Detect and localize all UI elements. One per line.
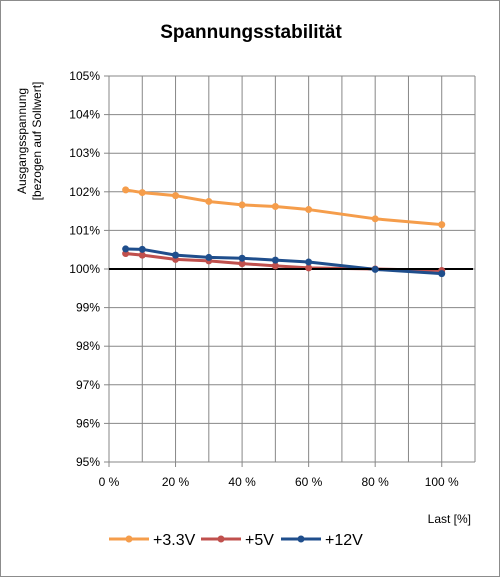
data-point-0 bbox=[238, 201, 246, 209]
data-point-0 bbox=[305, 206, 313, 214]
y-tick-label: 96% bbox=[76, 416, 100, 430]
data-point-2 bbox=[271, 256, 279, 264]
legend-swatch-marker bbox=[217, 535, 225, 543]
data-point-0 bbox=[122, 186, 130, 194]
x-tick-label: 20 % bbox=[162, 475, 190, 489]
y-tick-label: 100% bbox=[69, 262, 100, 276]
x-tick-label: 60 % bbox=[295, 475, 323, 489]
x-tick-label: 0 % bbox=[99, 475, 120, 489]
data-point-2 bbox=[122, 245, 130, 253]
data-point-0 bbox=[205, 197, 213, 205]
legend-label: +12V bbox=[325, 532, 363, 549]
data-point-1 bbox=[138, 251, 146, 259]
data-point-0 bbox=[271, 202, 279, 210]
x-tick-label: 40 % bbox=[228, 475, 256, 489]
data-point-0 bbox=[438, 221, 446, 229]
x-tick-label: 100 % bbox=[425, 475, 459, 489]
y-tick-label: 99% bbox=[76, 301, 100, 315]
y-tick-label: 103% bbox=[69, 146, 100, 160]
data-point-1 bbox=[305, 264, 313, 272]
legend-label: +5V bbox=[245, 532, 274, 549]
data-point-1 bbox=[238, 260, 246, 268]
y-tick-label: 98% bbox=[76, 339, 100, 353]
y-tick-label: 104% bbox=[69, 108, 100, 122]
y-axis-label-line1: Ausgangsspannung bbox=[15, 88, 29, 194]
legend-swatch-marker bbox=[125, 535, 133, 543]
data-point-2 bbox=[371, 265, 379, 273]
data-point-2 bbox=[172, 251, 180, 259]
x-tick-label: 80 % bbox=[362, 475, 390, 489]
y-tick-label: 95% bbox=[76, 455, 100, 469]
data-point-0 bbox=[371, 215, 379, 223]
data-point-2 bbox=[238, 254, 246, 262]
legend-swatch-marker bbox=[297, 535, 305, 543]
data-point-0 bbox=[138, 189, 146, 197]
legend-label: +3.3V bbox=[153, 532, 196, 549]
data-point-2 bbox=[138, 245, 146, 253]
data-point-1 bbox=[271, 262, 279, 270]
x-axis-label: Last [%] bbox=[428, 512, 471, 526]
y-tick-label: 97% bbox=[76, 378, 100, 392]
data-point-2 bbox=[438, 270, 446, 278]
data-point-2 bbox=[205, 253, 213, 261]
data-point-0 bbox=[172, 192, 180, 200]
y-axis-label-line2: [bezogen auf Sollwert] bbox=[30, 82, 44, 201]
chart-title: Spannungsstabilität bbox=[160, 22, 342, 43]
y-tick-label: 105% bbox=[69, 69, 100, 83]
y-tick-label: 101% bbox=[69, 223, 100, 237]
y-tick-label: 102% bbox=[69, 185, 100, 199]
data-point-2 bbox=[305, 258, 313, 266]
